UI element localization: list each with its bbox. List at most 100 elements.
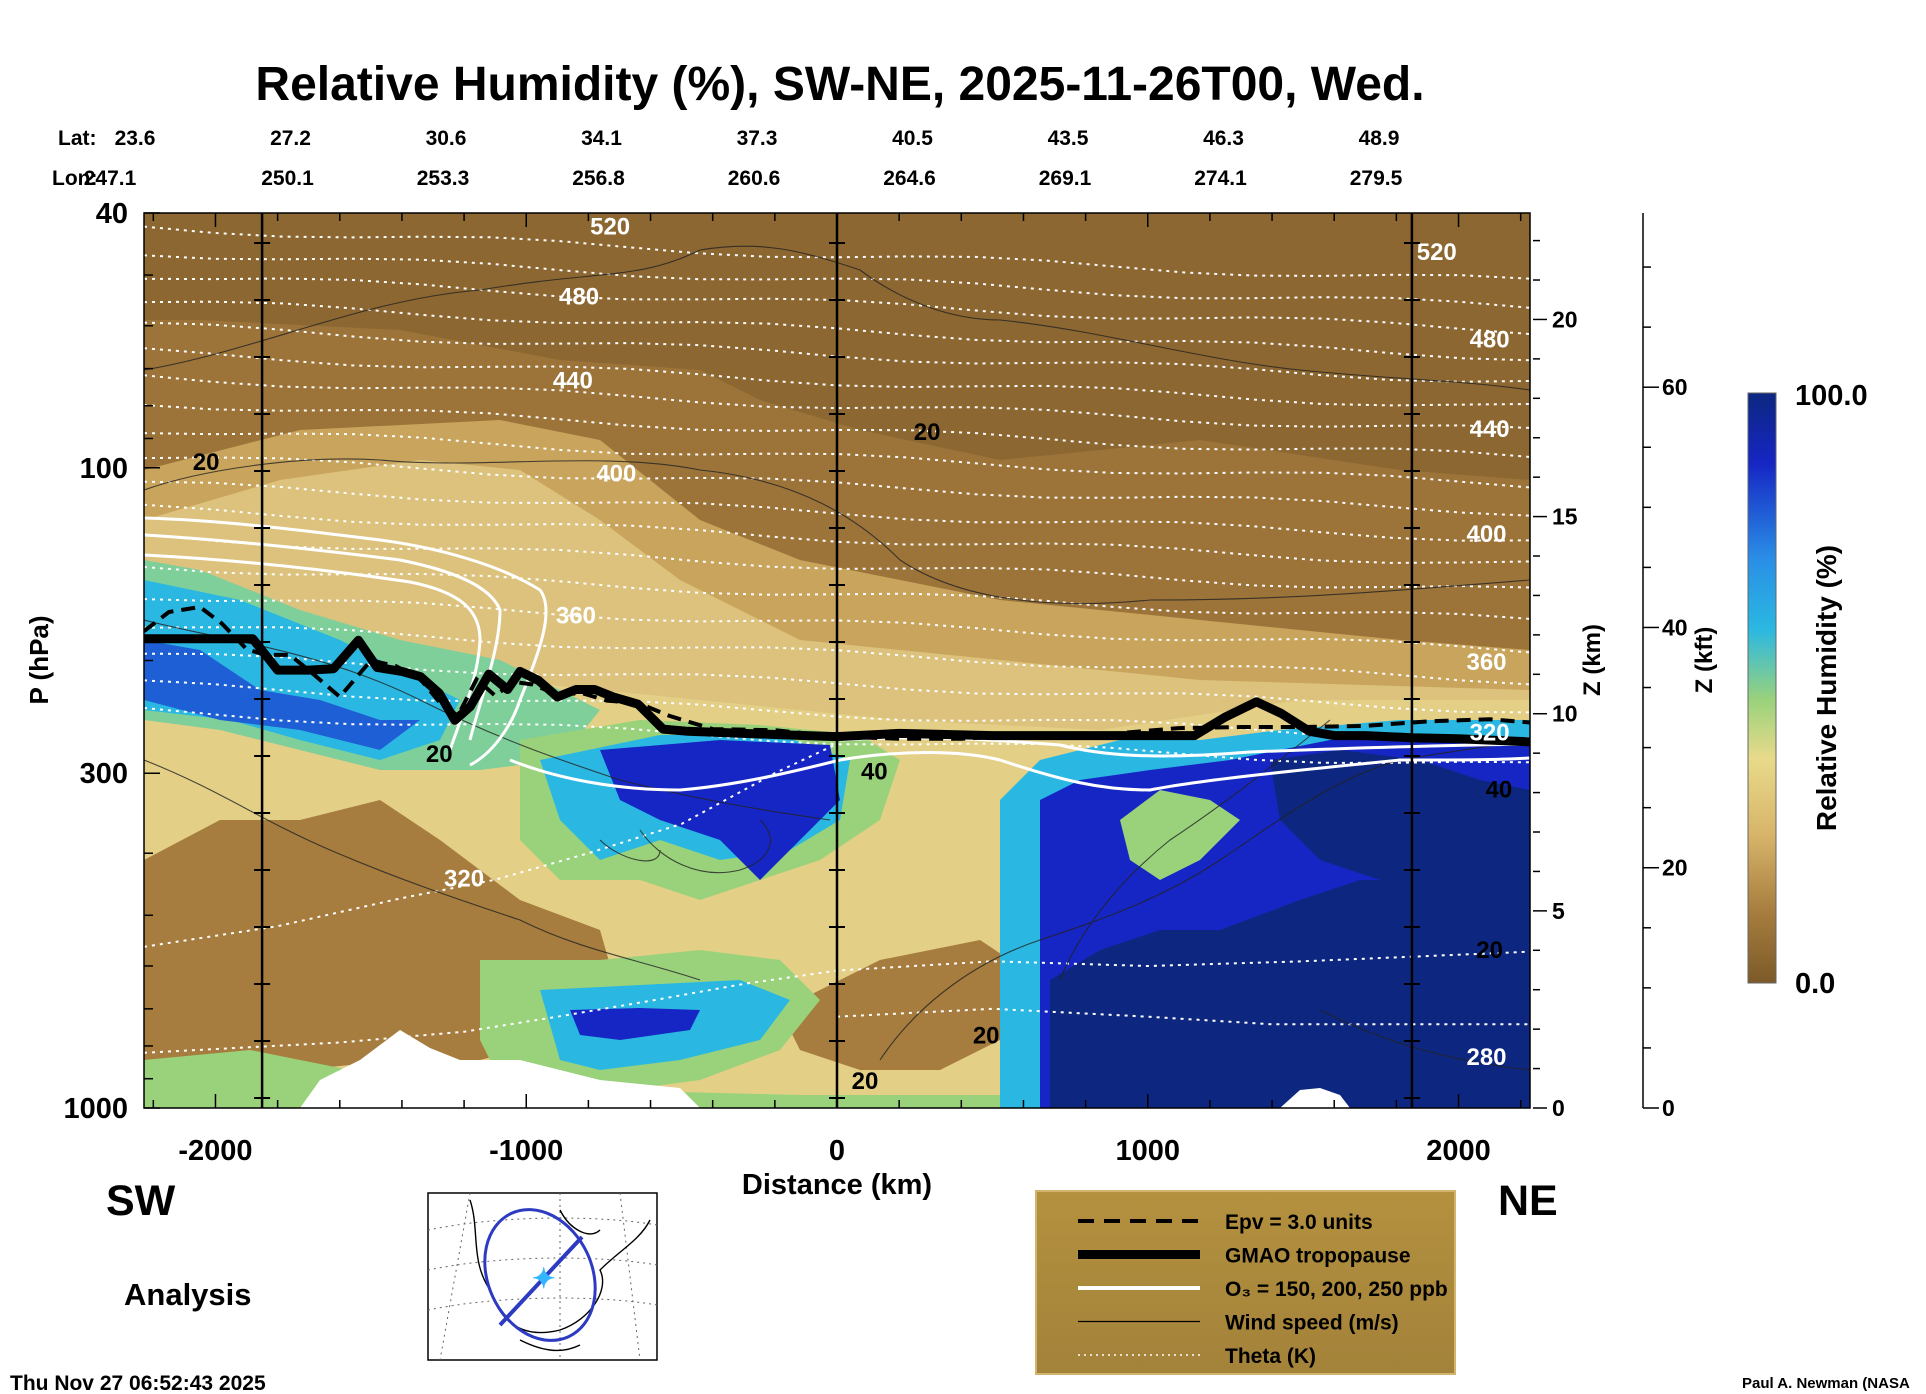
theta-label: 480 xyxy=(1470,326,1510,353)
y-axis: 40 100 300 1000 xyxy=(63,198,160,1125)
lat-label: Lat: xyxy=(58,127,97,150)
tropopause-line xyxy=(144,634,1530,747)
theta-label: 520 xyxy=(590,214,630,241)
z-kft-tick-label: 20 xyxy=(1662,855,1688,881)
theta-label: 520 xyxy=(1417,239,1457,266)
x-axis: -2000 -1000 0 1000 2000 xyxy=(152,213,1522,1167)
station-lines xyxy=(254,213,1420,1108)
wind-contours xyxy=(144,245,1530,1071)
lon-value: 253.3 xyxy=(417,167,470,190)
theta-label: 400 xyxy=(596,460,636,487)
theta-labels: 520 520 480 480 440 440 400 400 360 360 320 320 280 xyxy=(444,214,1510,1072)
wind-label: 40 xyxy=(861,758,888,785)
ne-label: NE xyxy=(1498,1177,1558,1225)
colorbar-max-label: 100.0 xyxy=(1795,380,1868,412)
y-axis-label: P (hPa) xyxy=(24,615,54,704)
inset-domain-ellipse xyxy=(483,1208,597,1342)
legend-label: O₃ = 150, 200, 250 ppb xyxy=(1225,1278,1448,1301)
epv-line xyxy=(144,604,1530,741)
analysis-label: Analysis xyxy=(124,1277,252,1312)
legend-label: Theta (K) xyxy=(1225,1345,1316,1368)
moist-east-darkblue-upper xyxy=(1270,750,1530,900)
theta-contours xyxy=(144,225,1530,1054)
lat-value: 48.9 xyxy=(1359,127,1400,150)
chart-title: Relative Humidity (%), SW-NE, 2025-11-26… xyxy=(255,58,1424,111)
x-tick-label: -2000 xyxy=(178,1135,252,1167)
wind-labels: 20 20 20 40 40 20 20 20 xyxy=(193,419,1512,1095)
wind-label: 20 xyxy=(193,449,220,476)
y-tick-label: 40 xyxy=(96,198,128,230)
theta-label: 440 xyxy=(1470,416,1510,443)
terrain-mask-east xyxy=(1280,1088,1350,1108)
theta-label: 280 xyxy=(1466,1044,1506,1071)
lon-value: 269.1 xyxy=(1039,167,1092,190)
moist-lower-west-blue xyxy=(570,1008,700,1040)
wind-label: 20 xyxy=(852,1068,879,1095)
theta-contour xyxy=(144,742,838,948)
wind-label: 20 xyxy=(1476,937,1503,964)
z-km-tick-label: 10 xyxy=(1552,701,1578,727)
y-tick-label: 1000 xyxy=(63,1093,128,1125)
x-axis-label: Distance (km) xyxy=(742,1169,932,1201)
z-km-axis: 0 5 10 15 20 xyxy=(1533,239,1578,1121)
theta-contour xyxy=(836,1007,1530,1026)
terrain-mask xyxy=(144,1030,700,1108)
lat-value: 23.6 xyxy=(115,127,156,150)
lat-values: 23.6 27.2 30.6 34.1 37.3 40.5 43.5 46.3 48.9 xyxy=(115,127,1400,150)
x-tick-label: 2000 xyxy=(1426,1135,1491,1167)
lat-value: 27.2 xyxy=(270,127,311,150)
theta-label: 360 xyxy=(556,602,596,629)
theta-label: 400 xyxy=(1466,521,1506,548)
lon-value: 250.1 xyxy=(261,167,314,190)
z-km-tick-label: 5 xyxy=(1552,898,1565,924)
lon-value: 247.1 xyxy=(84,167,137,190)
timestamp: Thu Nov 27 06:52:43 2025 xyxy=(10,1372,266,1394)
credit: Paul A. Newman (NASA xyxy=(1742,1375,1910,1392)
wind-label: 20 xyxy=(426,741,453,768)
colorbar xyxy=(1747,392,1777,984)
wind-label: 40 xyxy=(1486,776,1513,803)
sw-label: SW xyxy=(106,1177,176,1225)
inset-coastline xyxy=(469,1199,651,1352)
x-tick-label: 1000 xyxy=(1116,1135,1181,1167)
lat-value: 46.3 xyxy=(1203,127,1244,150)
y-tick-label: 100 xyxy=(80,453,128,485)
inset-section-line xyxy=(498,1235,584,1327)
lat-value: 37.3 xyxy=(737,127,778,150)
x-tick-label: 0 xyxy=(829,1135,845,1167)
z-kft-axis: 0 20 40 60 xyxy=(1642,213,1688,1121)
lon-value: 274.1 xyxy=(1194,167,1247,190)
y-tick-label: 300 xyxy=(80,758,128,790)
theta-label: 320 xyxy=(444,865,484,892)
z-kft-tick-label: 0 xyxy=(1662,1095,1675,1121)
inset-map: ✦ xyxy=(427,1192,658,1361)
lon-value: 264.6 xyxy=(883,167,936,190)
colorbar-title: Relative Humidity (%) xyxy=(1811,545,1842,831)
z-kft-tick-label: 60 xyxy=(1662,374,1688,400)
inset-center-marker-icon: ✦ xyxy=(532,1263,555,1294)
moist-west-blue xyxy=(144,640,420,750)
x-tick-label: -1000 xyxy=(489,1135,563,1167)
lat-value: 40.5 xyxy=(892,127,933,150)
z-km-tick-label: 15 xyxy=(1552,504,1578,530)
theta-label: 320 xyxy=(1470,719,1510,746)
z-km-tick-label: 20 xyxy=(1552,306,1578,332)
lon-value: 279.5 xyxy=(1350,167,1403,190)
wind-label: 20 xyxy=(973,1023,1000,1050)
colorbar-min-label: 0.0 xyxy=(1795,968,1835,1000)
legend-label: Wind speed (m/s) xyxy=(1225,1312,1399,1335)
legend-label: GMAO tropopause xyxy=(1225,1245,1411,1268)
z-km-tick-label: 0 xyxy=(1552,1095,1565,1121)
lat-value: 30.6 xyxy=(426,127,467,150)
plot-area: 520520480480440440400400360360320320280 … xyxy=(144,213,1530,1108)
lon-value: 260.6 xyxy=(728,167,781,190)
theta-label: 440 xyxy=(553,367,593,394)
moist-east-darkblue xyxy=(1050,880,1530,1108)
lat-value: 34.1 xyxy=(581,127,622,150)
lon-value: 256.8 xyxy=(572,167,625,190)
lon-label: Lon: xyxy=(52,167,97,190)
lon-values: 247.1 250.1 253.3 256.8 260.6 264.6 269.1 274.1… xyxy=(84,167,1403,190)
theta-label: 480 xyxy=(559,283,599,310)
lower-dry-center xyxy=(780,940,1040,1070)
